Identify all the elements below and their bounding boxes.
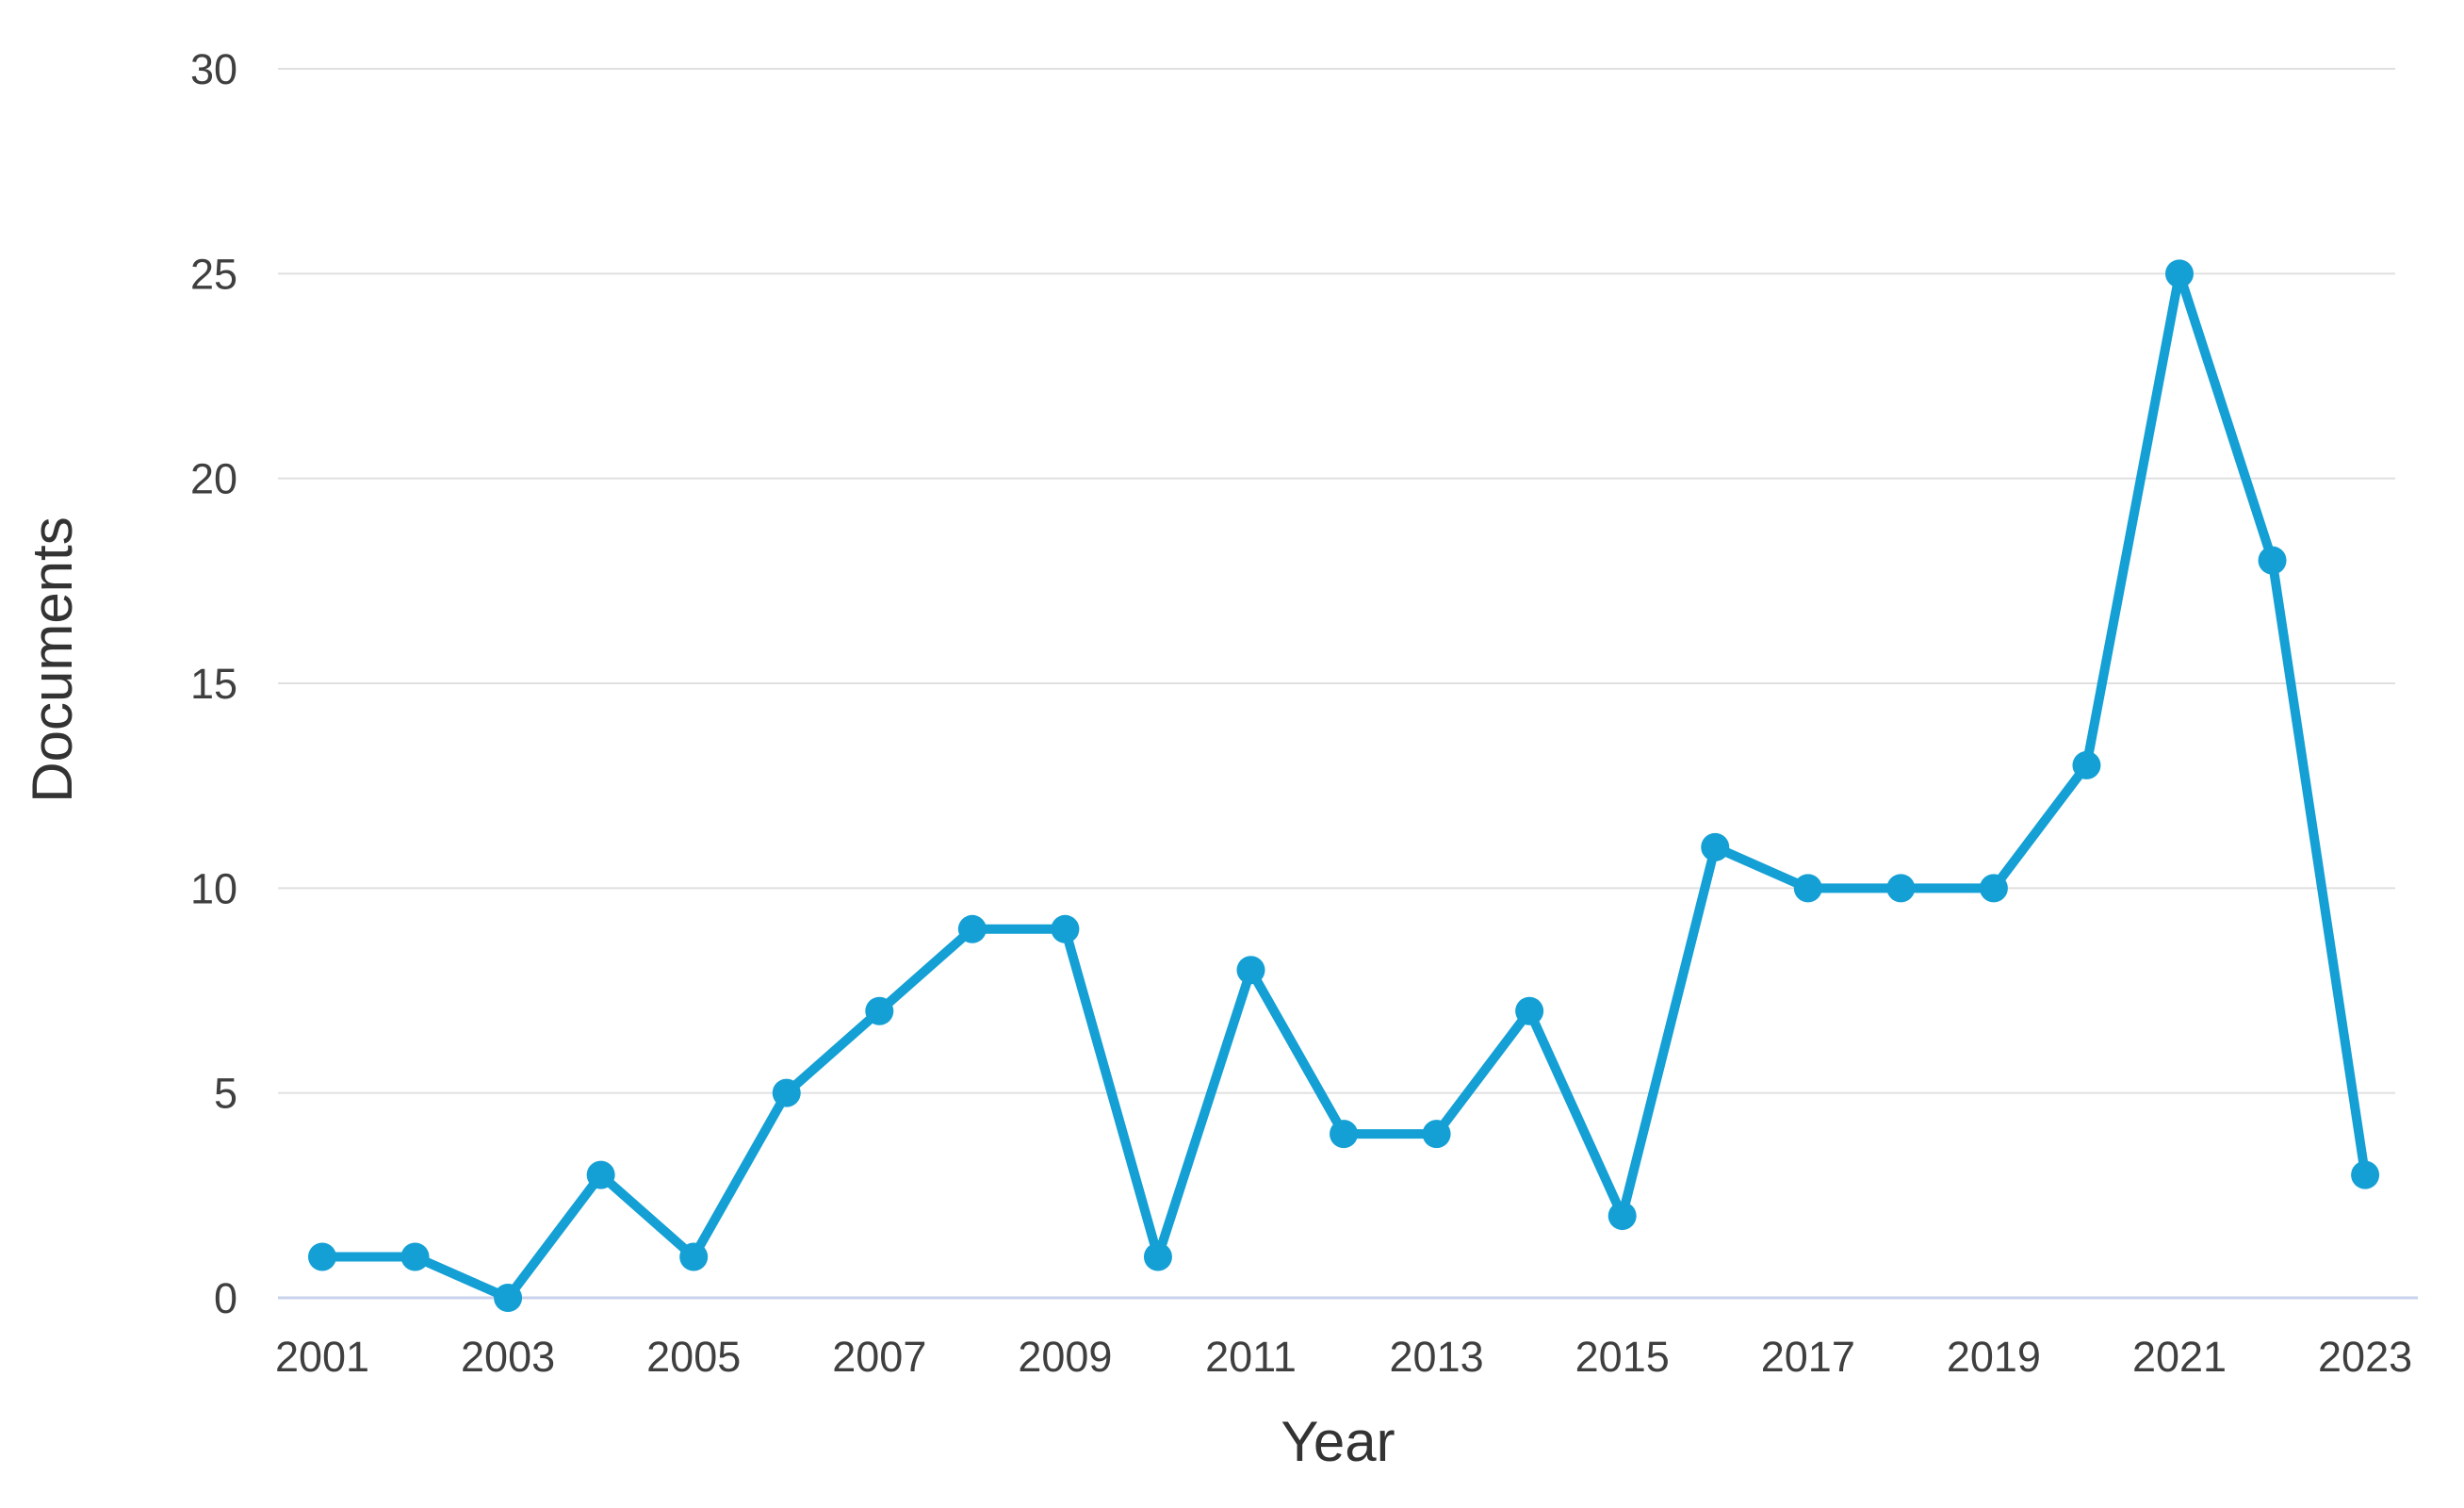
x-tick-label: 2011 (1205, 1333, 1297, 1381)
data-point-2006[interactable] (772, 1078, 801, 1107)
data-point-2023[interactable] (2351, 1160, 2380, 1189)
data-point-2020[interactable] (2072, 750, 2101, 779)
data-point-2002[interactable] (400, 1242, 430, 1271)
x-tick-label: 2001 (275, 1333, 369, 1381)
x-axis-title: Year (1281, 1410, 1395, 1473)
data-point-2007[interactable] (865, 996, 894, 1025)
x-tick-label: 2005 (646, 1333, 741, 1381)
data-point-2017[interactable] (1793, 874, 1822, 903)
x-tick-label: 2009 (1018, 1333, 1112, 1381)
data-point-2004[interactable] (586, 1160, 615, 1189)
x-tick-label: 2019 (1947, 1333, 2041, 1381)
x-tick-label: 2023 (2318, 1333, 2412, 1381)
data-point-2009[interactable] (1051, 914, 1080, 943)
x-tick-label: 2013 (1390, 1333, 1484, 1381)
data-point-2010[interactable] (1143, 1242, 1172, 1271)
data-point-2013[interactable] (1422, 1120, 1451, 1149)
x-tick-label: 2007 (832, 1333, 926, 1381)
data-point-2011[interactable] (1236, 956, 1265, 985)
data-point-2019[interactable] (1979, 874, 2008, 903)
data-point-2003[interactable] (494, 1284, 523, 1312)
y-tick-label: 5 (214, 1070, 237, 1118)
y-tick-label: 0 (214, 1274, 237, 1322)
x-axis-tick-labels: 2001 2003 2005 2007 2009 2011 2013 2015 2017 2019… (275, 1333, 2412, 1381)
data-point-2008[interactable] (957, 914, 987, 943)
y-tick-label: 20 (190, 455, 237, 503)
data-point-2005[interactable] (679, 1242, 709, 1271)
gridlines (278, 68, 2418, 1300)
data-point-2022[interactable] (2258, 546, 2287, 575)
y-axis-tick-labels: 0 5 10 15 20 25 30 (190, 45, 237, 1322)
data-point-2012[interactable] (1330, 1120, 1359, 1149)
y-tick-label: 10 (190, 864, 237, 912)
y-tick-label: 25 (190, 250, 237, 298)
y-tick-label: 15 (190, 660, 237, 708)
y-tick-label: 30 (190, 45, 237, 93)
x-tick-label: 2003 (461, 1333, 555, 1381)
data-point-2016[interactable] (1701, 832, 1730, 861)
x-tick-label: 2021 (2132, 1333, 2227, 1381)
x-tick-label: 2017 (1761, 1333, 1855, 1381)
x-tick-label: 2015 (1575, 1333, 1670, 1381)
documents-line-series (308, 259, 2380, 1312)
data-point-2018[interactable] (1886, 874, 1916, 903)
y-axis-title: Documents (21, 516, 84, 802)
data-point-2021[interactable] (2165, 259, 2194, 288)
data-point-2001[interactable] (308, 1242, 336, 1271)
data-point-2015[interactable] (1607, 1202, 1637, 1231)
data-point-2014[interactable] (1515, 996, 1544, 1025)
